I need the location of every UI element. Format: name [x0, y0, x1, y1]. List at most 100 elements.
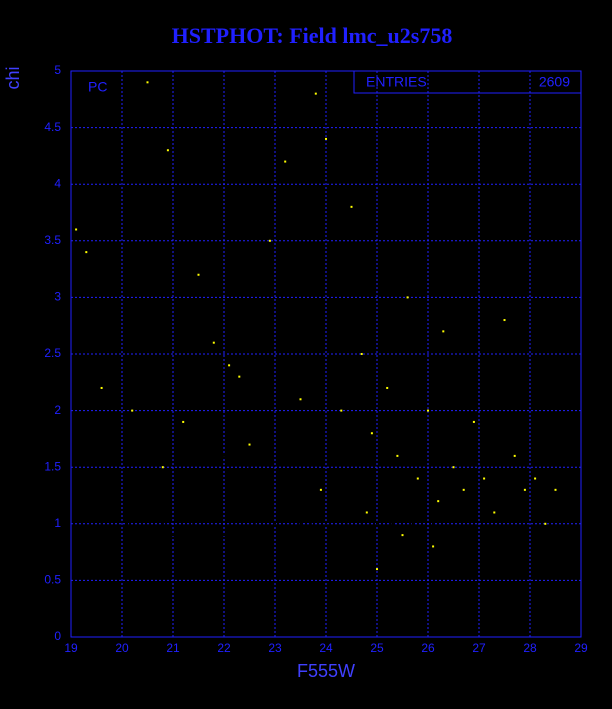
point	[427, 556, 429, 559]
point	[406, 534, 409, 537]
point	[319, 568, 322, 571]
point	[314, 92, 317, 95]
y-tick-label: 1	[54, 516, 61, 530]
x-tick-label: 28	[523, 641, 537, 655]
point	[284, 534, 287, 537]
point	[253, 522, 256, 525]
point	[100, 522, 103, 525]
point	[427, 409, 429, 412]
y-tick-label: 2.5	[44, 346, 61, 360]
x-tick-label: 19	[64, 641, 78, 655]
point	[233, 522, 236, 525]
point	[197, 534, 200, 537]
x-tick-label: 27	[472, 641, 486, 655]
y-tick-label: 0.5	[44, 573, 61, 587]
point	[299, 545, 302, 548]
point	[141, 511, 144, 514]
point	[376, 522, 378, 525]
point	[325, 522, 327, 525]
point	[304, 488, 307, 491]
point	[376, 568, 378, 571]
point	[253, 420, 256, 423]
point	[238, 375, 241, 378]
point	[396, 556, 399, 559]
point	[386, 477, 389, 480]
stats-value: 2609	[539, 74, 570, 90]
point	[126, 522, 129, 525]
point	[146, 534, 149, 537]
point	[75, 228, 78, 231]
point	[360, 522, 363, 525]
y-tick-label: 5	[54, 63, 61, 77]
point	[110, 568, 113, 571]
point	[289, 511, 292, 514]
y-axis-label: chi	[3, 66, 23, 89]
point	[228, 488, 231, 491]
point	[151, 500, 154, 503]
point	[182, 420, 185, 423]
point	[452, 466, 455, 469]
x-tick-label: 20	[115, 641, 129, 655]
point	[243, 500, 246, 503]
point	[406, 296, 409, 299]
point	[100, 386, 103, 389]
point	[309, 522, 312, 525]
point	[340, 409, 343, 412]
point	[370, 432, 373, 435]
plot-frame	[70, 70, 582, 638]
point	[197, 454, 200, 457]
point	[258, 511, 261, 514]
point	[177, 511, 180, 514]
point	[268, 239, 271, 242]
x-tick-label: 24	[319, 641, 333, 655]
point	[483, 477, 486, 480]
x-tick-label: 23	[268, 641, 282, 655]
point	[248, 534, 251, 537]
y-tick-label: 0	[54, 629, 61, 643]
point	[248, 466, 251, 469]
point	[421, 511, 424, 514]
y-tick-label: 1.5	[44, 459, 61, 473]
stats-label: ENTRIES	[366, 74, 427, 90]
point	[202, 500, 205, 503]
point	[386, 511, 389, 514]
point	[345, 522, 348, 525]
point	[299, 522, 302, 525]
point	[212, 341, 215, 344]
point	[223, 534, 225, 537]
point	[299, 398, 302, 401]
point	[360, 466, 363, 469]
point	[370, 488, 373, 491]
point	[462, 488, 465, 491]
point	[350, 545, 353, 548]
point	[544, 522, 547, 525]
y-tick-label: 3.5	[44, 233, 61, 247]
point	[340, 511, 343, 514]
x-tick-label: 26	[421, 641, 435, 655]
point	[437, 500, 440, 503]
point	[432, 522, 435, 525]
point	[85, 251, 88, 254]
point	[391, 522, 394, 525]
point	[166, 149, 169, 152]
point	[294, 454, 297, 457]
point	[217, 511, 220, 514]
point	[416, 545, 419, 548]
point	[248, 443, 251, 446]
point	[554, 488, 557, 491]
y-tick-label: 4	[54, 176, 61, 190]
point	[411, 522, 414, 525]
annotation: PC	[88, 79, 107, 95]
point	[335, 534, 338, 537]
point	[432, 545, 435, 548]
point	[274, 522, 276, 525]
point	[187, 568, 190, 571]
point	[284, 160, 287, 163]
point	[396, 454, 399, 457]
point	[442, 330, 445, 333]
point	[386, 386, 389, 389]
point	[172, 534, 174, 537]
point	[319, 500, 322, 503]
